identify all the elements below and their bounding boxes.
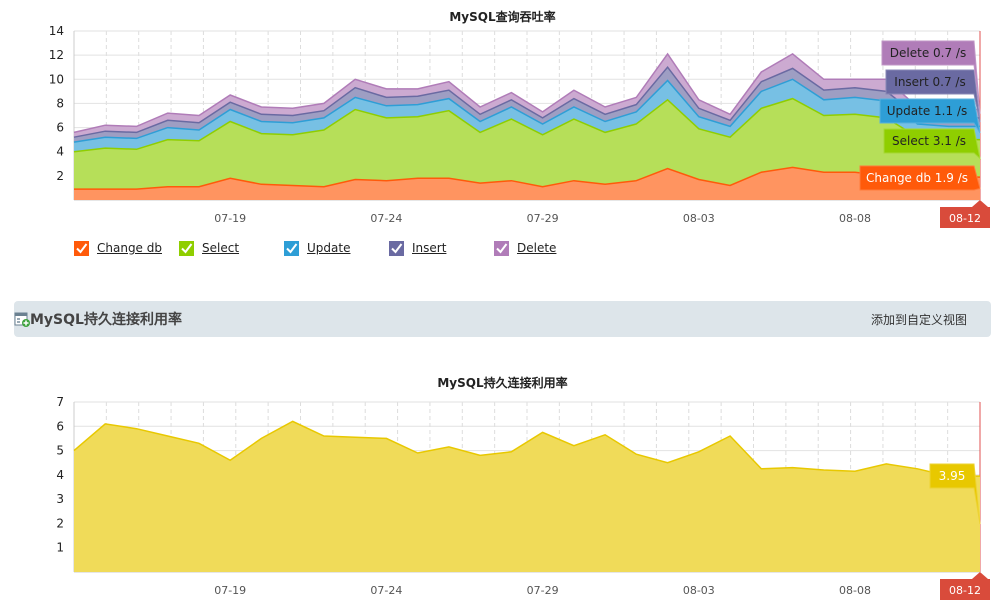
x-tick-label: 07-19 xyxy=(214,584,246,597)
legend: Change db Select Update Insert Delete xyxy=(74,238,599,258)
series-line xyxy=(73,78,980,143)
checkbox-icon[interactable] xyxy=(284,240,299,256)
y-tick-label: 5 xyxy=(56,444,64,458)
add-view-icon xyxy=(14,312,30,327)
value-tag-label: Change db 1.9 /s xyxy=(866,171,968,185)
y-tick-label: 14 xyxy=(49,24,64,38)
x-tick-label: 08-03 xyxy=(683,584,715,597)
x-tick-label: 07-24 xyxy=(370,584,402,597)
series-line xyxy=(73,97,980,153)
end-date-badge: 08-12 xyxy=(940,200,990,228)
end-date-label: 08-12 xyxy=(949,584,981,597)
x-tick-label: 08-08 xyxy=(839,584,871,597)
value-tag-label: 3.95 xyxy=(939,469,966,483)
legend-label: Select xyxy=(202,241,240,255)
y-tick-label: 4 xyxy=(56,145,64,159)
y-tick-label: 7 xyxy=(56,395,64,409)
legend-label: Insert xyxy=(412,241,447,255)
check-icon xyxy=(76,242,88,254)
x-tick-label: 07-24 xyxy=(370,212,402,225)
value-tag-bg xyxy=(879,98,981,134)
checkbox-icon[interactable] xyxy=(494,240,509,256)
value-tag-label: Select 3.1 /s xyxy=(892,134,966,148)
y-tick-label: 3 xyxy=(56,492,64,506)
end-date-badge-bg xyxy=(940,200,990,228)
series-value-tag: 3.95 xyxy=(929,463,981,525)
y-tick-label: 10 xyxy=(49,72,64,86)
y-tick-label: 2 xyxy=(56,169,64,183)
x-tick-label: 08-08 xyxy=(839,212,871,225)
legend-label: Change db xyxy=(97,241,162,255)
add-view-label: 添加到自定义视图 xyxy=(870,312,967,327)
throughput-chart: 2 4 6 8 10 12 14 07-19 07-24 07-29 08-03 08-08 08-12… xyxy=(49,24,990,228)
legend-label: Delete xyxy=(517,241,557,255)
series-line xyxy=(73,52,980,134)
series-value-tag: Insert 0.7 /s xyxy=(885,69,981,123)
chart-title-connection: MySQL持久连接利用率 xyxy=(437,376,568,390)
value-tag-bg xyxy=(859,165,981,191)
legend-item-insert[interactable]: Insert xyxy=(389,240,494,256)
series-value-tag: Change db 1.9 /s xyxy=(859,165,981,191)
series-line xyxy=(73,420,980,477)
check-icon xyxy=(496,242,508,254)
checkbox-icon[interactable] xyxy=(74,240,89,256)
value-tag-bg xyxy=(885,69,981,123)
section-title: MySQL持久连接利用率 xyxy=(30,312,182,328)
chart-title-throughput: MySQL查询吞吐率 xyxy=(449,10,556,24)
value-tag-bg xyxy=(883,128,981,160)
x-tick-label: 07-19 xyxy=(214,212,246,225)
series-value-tag: Delete 0.7 /s xyxy=(881,40,981,114)
series-line xyxy=(73,65,980,138)
end-date-label: 08-12 xyxy=(949,212,981,225)
legend-item-update[interactable]: Update xyxy=(284,240,389,256)
y-tick-label: 2 xyxy=(56,516,64,530)
checkbox-icon[interactable] xyxy=(389,240,404,256)
series-area xyxy=(74,421,980,572)
series-value-tag: Update 1.1 /s xyxy=(879,98,981,134)
legend-item-change-db[interactable]: Change db xyxy=(74,240,179,256)
value-tag-label: Insert 0.7 /s xyxy=(894,75,965,89)
series-value-tag: Select 3.1 /s xyxy=(883,128,981,160)
check-icon xyxy=(391,242,403,254)
legend-item-select[interactable]: Select xyxy=(179,240,284,256)
y-tick-label: 1 xyxy=(56,541,64,555)
legend-item-delete[interactable]: Delete xyxy=(494,240,599,256)
x-tick-label: 08-03 xyxy=(683,212,715,225)
value-tag-label: Delete 0.7 /s xyxy=(890,46,966,60)
series-area xyxy=(74,98,980,190)
y-tick-label: 4 xyxy=(56,468,64,482)
section-header: MySQL持久连接利用率 添加到自定义视图 xyxy=(14,301,991,337)
legend-label: Update xyxy=(307,241,351,255)
value-tag-bg xyxy=(929,463,981,525)
x-tick-label: 07-29 xyxy=(527,584,559,597)
end-date-badge: 08-12 xyxy=(940,572,990,600)
y-tick-label: 6 xyxy=(56,121,64,135)
value-tag-bg xyxy=(881,40,981,114)
series-line xyxy=(74,166,980,190)
y-tick-label: 12 xyxy=(49,48,64,62)
checkbox-icon[interactable] xyxy=(179,240,194,256)
value-tag-label: Update 1.1 /s xyxy=(887,104,967,118)
check-icon xyxy=(181,242,193,254)
y-tick-label: 8 xyxy=(56,96,64,110)
x-tick-label: 07-29 xyxy=(527,212,559,225)
add-to-custom-view-button[interactable]: 添加到自定义视图 xyxy=(14,311,967,328)
end-date-badge-bg xyxy=(940,572,990,600)
check-icon xyxy=(286,242,298,254)
y-tick-label: 6 xyxy=(56,419,64,433)
